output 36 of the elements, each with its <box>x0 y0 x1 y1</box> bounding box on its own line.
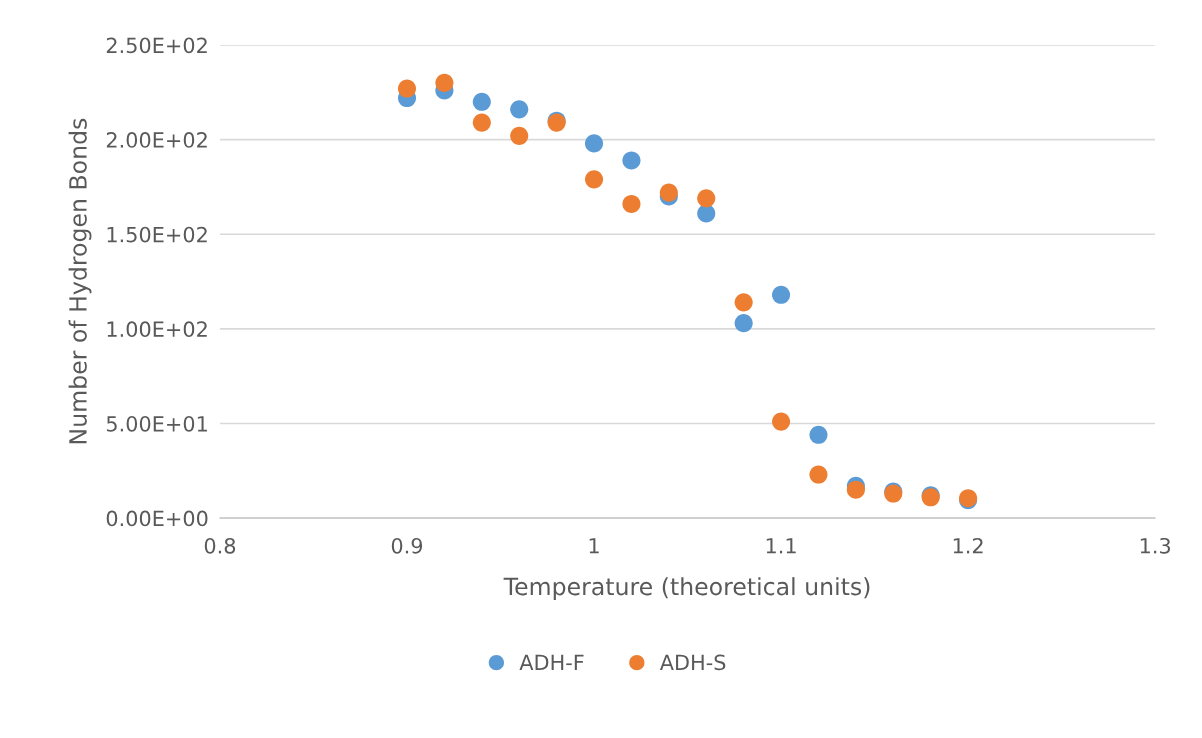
x-axis-title: Temperature (theoretical units) <box>503 577 870 600</box>
legend-label: ADH-F <box>519 654 584 670</box>
x-tick-label: 0.8 <box>204 537 236 554</box>
y-tick-label: 0.00E+00 <box>106 510 208 527</box>
point <box>510 126 529 145</box>
point <box>584 170 604 189</box>
point <box>622 151 641 170</box>
legend-label: ADH-S <box>659 654 726 671</box>
x-tick-label: 1.2 <box>953 537 983 554</box>
point <box>734 293 753 312</box>
point <box>846 480 865 499</box>
y-tick-label: 2.50E+02 <box>106 37 207 54</box>
y-tick-label: 1.50E+02 <box>107 226 207 243</box>
point <box>472 92 491 111</box>
point <box>397 79 417 98</box>
point <box>510 100 529 119</box>
x-tick-label: 1 <box>589 538 599 554</box>
x-tick-label: 0.9 <box>391 537 423 554</box>
point <box>772 412 791 431</box>
point <box>697 204 716 223</box>
point <box>772 285 791 304</box>
y-tick-label: 1.00E+02 <box>107 321 207 338</box>
y-tick-label: 2.00E+02 <box>106 132 207 148</box>
point <box>659 183 678 202</box>
point <box>697 189 716 208</box>
y-tick-label: 5.00E+01 <box>106 415 207 432</box>
point <box>472 113 491 132</box>
x-tick-label: 1.3 <box>1140 537 1171 554</box>
point <box>435 73 454 92</box>
point <box>809 425 828 444</box>
point <box>809 465 828 484</box>
point <box>622 194 641 214</box>
y-axis-title: Number of Hydrogen Bonds <box>68 118 92 444</box>
point <box>734 314 753 333</box>
point <box>584 134 604 153</box>
x-tick-label: 1.1 <box>766 538 796 554</box>
